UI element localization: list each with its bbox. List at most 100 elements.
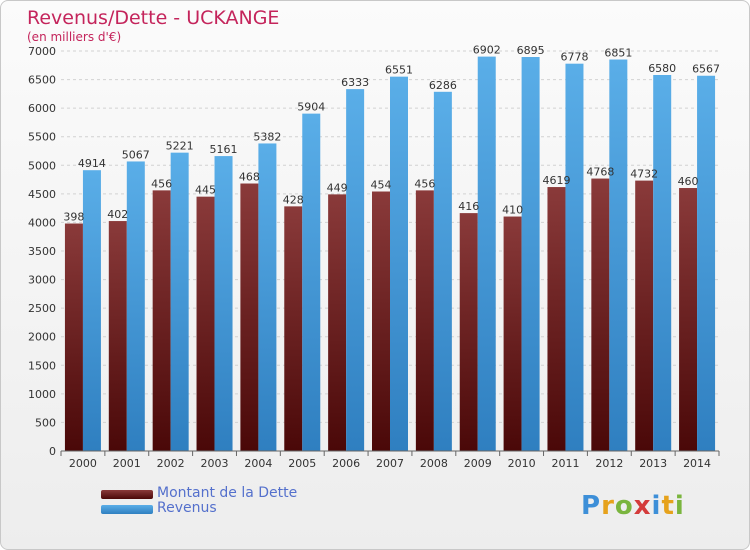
y-tick-label: 500 [35, 416, 56, 429]
data-label-dette: 449 [327, 181, 348, 194]
x-tick-label: 2012 [595, 457, 623, 470]
legend-swatch-revenus [101, 505, 153, 514]
y-tick-label: 3500 [28, 245, 56, 258]
legend-label-revenus: Revenus [157, 500, 217, 516]
bar-revenus [521, 57, 540, 451]
data-label-revenus: 5221 [166, 140, 194, 153]
bar-revenus [170, 152, 189, 451]
x-tick-label: 2003 [201, 457, 229, 470]
y-tick-label: 4000 [28, 216, 56, 229]
bar-dette [679, 188, 698, 451]
y-tick-label: 6000 [28, 102, 56, 115]
data-label-revenus: 5904 [297, 101, 325, 114]
bar-dette [459, 213, 478, 451]
x-tick-label: 2010 [508, 457, 536, 470]
bar-dette [108, 221, 127, 451]
bar-dette [372, 191, 390, 451]
bar-revenus [390, 76, 408, 452]
data-label-revenus: 5382 [253, 130, 281, 143]
data-label-dette: 410 [502, 204, 523, 217]
y-tick-label: 5000 [28, 159, 56, 172]
legend-label-dette: Montant de la Dette [157, 485, 298, 501]
y-tick-label: 3000 [28, 274, 56, 287]
y-tick-label: 6500 [28, 74, 56, 87]
data-label-dette: 398 [63, 211, 84, 224]
y-tick-label: 7000 [28, 45, 56, 58]
y-tick-label: 0 [49, 445, 56, 458]
bar-dette [328, 194, 347, 451]
data-label-dette: 456 [414, 177, 435, 190]
data-label-dette: 468 [239, 171, 260, 184]
data-label-revenus: 6902 [473, 44, 501, 57]
chart-title: Revenus/Dette - UCKANGE [27, 7, 280, 29]
bars [64, 56, 716, 452]
data-label-revenus: 5161 [210, 143, 238, 156]
y-tick-label: 5500 [28, 131, 56, 144]
bar-dette [635, 180, 654, 451]
proxiti-logo: Proxiti [581, 491, 685, 521]
x-tick-label: 2005 [288, 457, 316, 470]
data-label-dette: 4732 [630, 168, 658, 181]
chart-subtitle: (en milliers d'€) [27, 30, 122, 44]
bar-dette [415, 190, 434, 451]
x-tick-label: 2006 [332, 457, 360, 470]
y-tick-label: 1500 [28, 359, 56, 372]
x-tick-label: 2008 [420, 457, 448, 470]
bar-dette [64, 223, 83, 451]
data-labels: 398 4914 402 5067 456 5221 445 5161 468 5382 428 59… [63, 44, 720, 224]
x-tick-label: 2004 [244, 457, 272, 470]
data-label-dette: 445 [195, 184, 216, 197]
bar-revenus [346, 89, 365, 451]
bar-dette [547, 187, 566, 452]
data-label-dette: 460 [678, 175, 699, 188]
data-label-dette: 402 [107, 208, 128, 221]
legend-swatch-dette [101, 490, 153, 499]
x-tick-label: 2014 [683, 457, 711, 470]
x-tick-label: 2001 [113, 457, 141, 470]
x-tick-label: 2000 [69, 457, 97, 470]
y-tick-label: 4500 [28, 188, 56, 201]
bar-revenus [82, 170, 101, 451]
data-label-dette: 4768 [586, 166, 614, 179]
bar-revenus [697, 75, 716, 451]
data-label-revenus: 6778 [560, 51, 588, 64]
data-label-revenus: 6551 [385, 64, 413, 77]
y-tick-label: 2000 [28, 331, 56, 344]
data-label-revenus: 6286 [429, 79, 457, 92]
data-label-revenus: 6333 [341, 76, 369, 89]
data-label-dette: 456 [151, 177, 172, 190]
data-label-dette: 416 [458, 200, 479, 213]
bar-dette [284, 206, 303, 451]
bar-revenus [433, 91, 452, 452]
bar-dette [503, 216, 522, 451]
data-label-revenus: 6567 [692, 63, 720, 76]
bar-revenus [477, 56, 496, 451]
bar-revenus [258, 143, 277, 451]
bar-dette [152, 190, 171, 451]
axes: 0 500 1000 1500 2000 2500 3000 3500 4000 4500 5000… [28, 45, 720, 470]
data-label-dette: 454 [371, 179, 392, 192]
bar-dette [591, 178, 610, 452]
y-tick-label: 1000 [28, 388, 56, 401]
data-label-revenus: 6580 [648, 62, 676, 75]
bar-revenus [126, 161, 145, 451]
data-label-revenus: 5067 [122, 148, 150, 161]
x-tick-label: 2007 [376, 457, 404, 470]
bar-revenus [214, 156, 233, 452]
data-label-dette: 4619 [542, 174, 570, 187]
data-label-dette: 428 [283, 193, 304, 206]
y-tick-label: 2500 [28, 302, 56, 315]
x-tick-label: 2011 [551, 457, 579, 470]
x-tick-label: 2013 [639, 457, 667, 470]
bar-revenus [302, 113, 321, 451]
x-tick-label: 2009 [464, 457, 492, 470]
bar-revenus [565, 63, 584, 451]
data-label-revenus: 4914 [78, 157, 106, 170]
bar-dette [240, 183, 259, 451]
data-label-revenus: 6851 [604, 47, 632, 60]
data-label-revenus: 6895 [517, 44, 545, 57]
x-tick-label: 2002 [157, 457, 185, 470]
bar-revenus [609, 59, 628, 452]
